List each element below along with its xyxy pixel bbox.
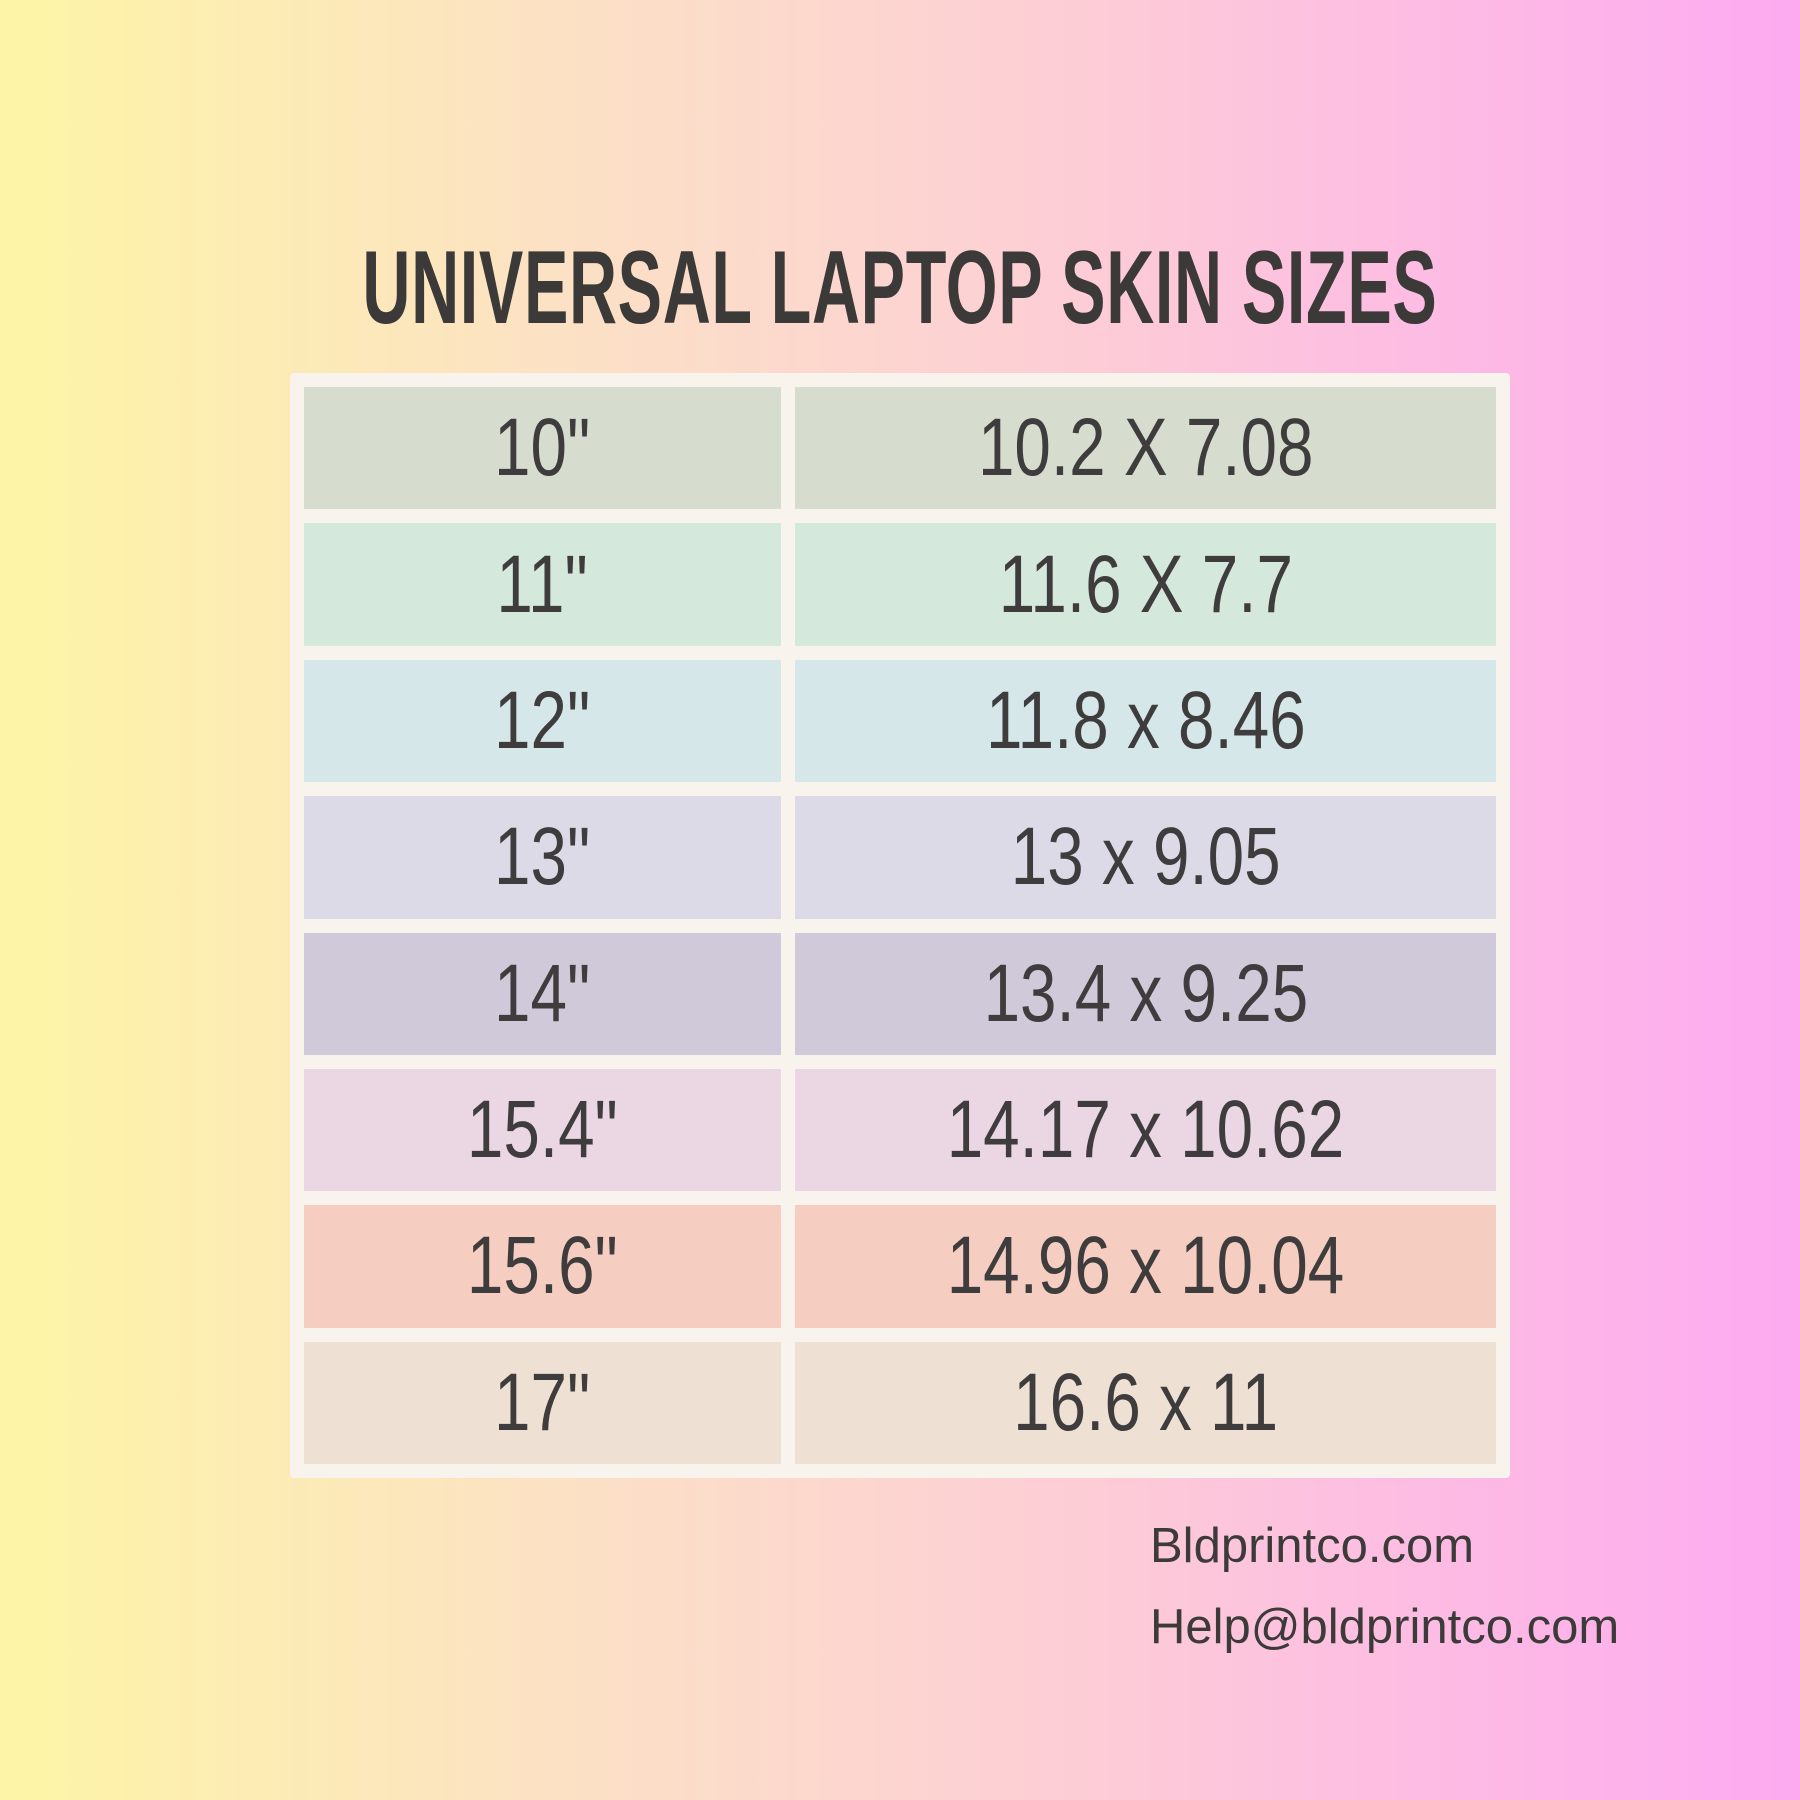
size-cell: 12" xyxy=(304,659,781,783)
size-label: 15.4" xyxy=(467,1084,618,1176)
size-label: 17" xyxy=(494,1356,591,1448)
dimension-cell: 14.17 x 10.62 xyxy=(795,1068,1496,1192)
footer-website: Bldprintco.com xyxy=(1150,1519,1475,1573)
dimension-cell: 11.6 X 7.7 xyxy=(795,523,1496,646)
footer: Bldprintco.com Help@bldprintco.com xyxy=(1150,1506,1619,1669)
dimension-label: 10.2 X 7.08 xyxy=(977,402,1314,494)
dimension-label: 14.17 x 10.62 xyxy=(946,1084,1345,1176)
size-cell: 15.4" xyxy=(304,1068,781,1192)
size-label: 14" xyxy=(494,947,591,1039)
size-cell: 14" xyxy=(304,932,781,1055)
size-table-grid: 10" 10.2 X 7.08 11" 11.6 X 7.7 12" 11.8 x 8.4… xyxy=(304,387,1496,1464)
page-title: UNIVERSAL LAPTOP SKIN SIZES xyxy=(0,236,1800,340)
dimension-cell: 16.6 x 11 xyxy=(795,1341,1496,1464)
dimension-label: 13.4 x 9.25 xyxy=(983,947,1308,1039)
size-label: 12" xyxy=(494,674,591,766)
size-label: 10" xyxy=(494,402,591,494)
size-label: 15.6" xyxy=(467,1220,618,1312)
size-table: 10" 10.2 X 7.08 11" 11.6 X 7.7 12" 11.8 x 8.4… xyxy=(290,373,1510,1478)
dimension-cell: 13 x 9.05 xyxy=(795,796,1496,919)
footer-email: Help@bldprintco.com xyxy=(1150,1600,1620,1655)
size-label: 13" xyxy=(494,811,591,903)
dimension-cell: 14.96 x 10.04 xyxy=(795,1205,1496,1328)
dimension-label: 11.6 X 7.7 xyxy=(998,538,1293,630)
size-cell: 15.6" xyxy=(304,1205,781,1328)
size-label: 11" xyxy=(496,538,589,630)
dimension-cell: 10.2 X 7.08 xyxy=(795,387,1496,510)
size-cell: 17" xyxy=(304,1341,781,1464)
dimension-cell: 11.8 x 8.46 xyxy=(795,659,1496,783)
dimension-label: 11.8 x 8.46 xyxy=(985,674,1306,766)
dimension-cell: 13.4 x 9.25 xyxy=(795,932,1496,1055)
dimension-label: 16.6 x 11 xyxy=(1012,1356,1279,1448)
size-cell: 11" xyxy=(304,523,781,646)
page-title-text: UNIVERSAL LAPTOP SKIN SIZES xyxy=(362,230,1438,346)
dimension-label: 13 x 9.05 xyxy=(1010,811,1281,903)
size-cell: 10" xyxy=(304,387,781,510)
size-cell: 13" xyxy=(304,796,781,919)
dimension-label: 14.96 x 10.04 xyxy=(946,1220,1345,1312)
